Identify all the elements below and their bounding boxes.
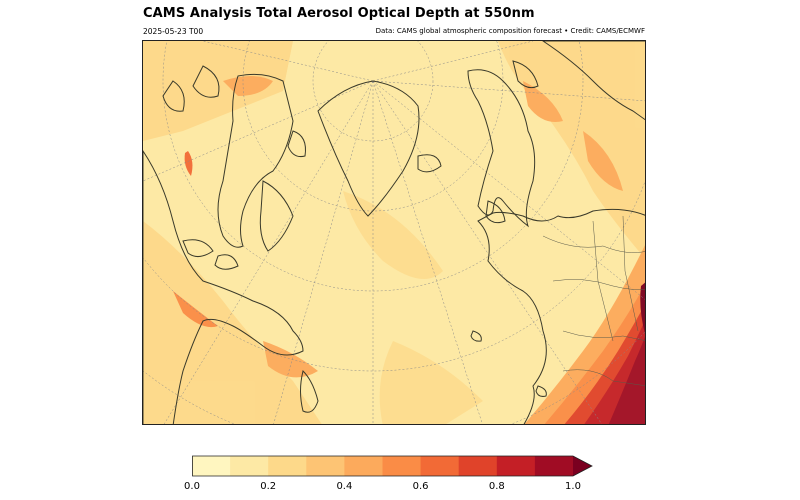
colorbar (192, 455, 593, 477)
colorbar-outline (192, 455, 593, 477)
aod-map (142, 40, 646, 425)
colorbar-tick-label: 0.2 (260, 481, 277, 492)
colorbar-bin (458, 456, 498, 476)
colorbar-tick-label: 1.0 (565, 481, 581, 492)
colorbar-extend-arrow (573, 456, 592, 476)
colorbar-bin (306, 456, 345, 476)
colorbar-tick-label: 0.6 (412, 481, 429, 492)
country-borders (542, 215, 645, 386)
coastlines (143, 41, 645, 424)
colorbar-bin (344, 456, 383, 476)
colorbar-bin (192, 456, 231, 476)
colorbar-tick-label: 0.4 (336, 481, 353, 492)
colorbar-bin (268, 456, 307, 476)
valid-time-label: 2025-05-23 T00 (143, 27, 204, 36)
colorbar-bin (420, 456, 460, 476)
colorbar-tick-label: 0.0 (184, 481, 200, 492)
colorbar-bin (382, 456, 422, 476)
map-title: CAMS Analysis Total Aerosol Optical Dept… (143, 6, 535, 21)
colorbar-svg (192, 455, 593, 477)
colorbar-tick-label: 0.8 (488, 481, 505, 492)
data-credit: Data: CAMS global atmospheric compositio… (375, 27, 645, 35)
colorbar-bin (230, 456, 269, 476)
colorbar-bin (496, 456, 536, 476)
colorbar-bin (534, 456, 574, 476)
aod-map-svg (143, 41, 645, 424)
